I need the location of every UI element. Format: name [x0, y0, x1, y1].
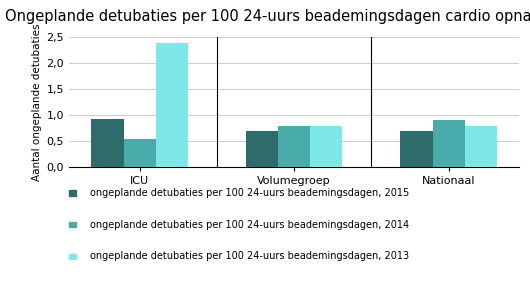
- Bar: [432, 120, 465, 167]
- Bar: [92, 119, 123, 167]
- Bar: [400, 131, 432, 167]
- Text: ongeplande detubaties per 100 24-uurs beademingsdagen, 2014: ongeplande detubaties per 100 24-uurs be…: [90, 220, 409, 230]
- Text: ongeplande detubaties per 100 24-uurs beademingsdagen, 2013: ongeplande detubaties per 100 24-uurs be…: [90, 251, 409, 261]
- Bar: [310, 126, 342, 167]
- Bar: [123, 139, 156, 167]
- Bar: [278, 126, 310, 167]
- Y-axis label: Aantal ongeplande detubaties: Aantal ongeplande detubaties: [32, 24, 42, 181]
- Text: ongeplande detubaties per 100 24-uurs beademingsdagen, 2015: ongeplande detubaties per 100 24-uurs be…: [90, 188, 409, 198]
- Text: Ongeplande detubaties per 100 24-uurs beademingsdagen cardio opnamen: Ongeplande detubaties per 100 24-uurs be…: [5, 9, 530, 24]
- Bar: [465, 126, 497, 167]
- Bar: [246, 131, 278, 167]
- Bar: [156, 43, 188, 167]
